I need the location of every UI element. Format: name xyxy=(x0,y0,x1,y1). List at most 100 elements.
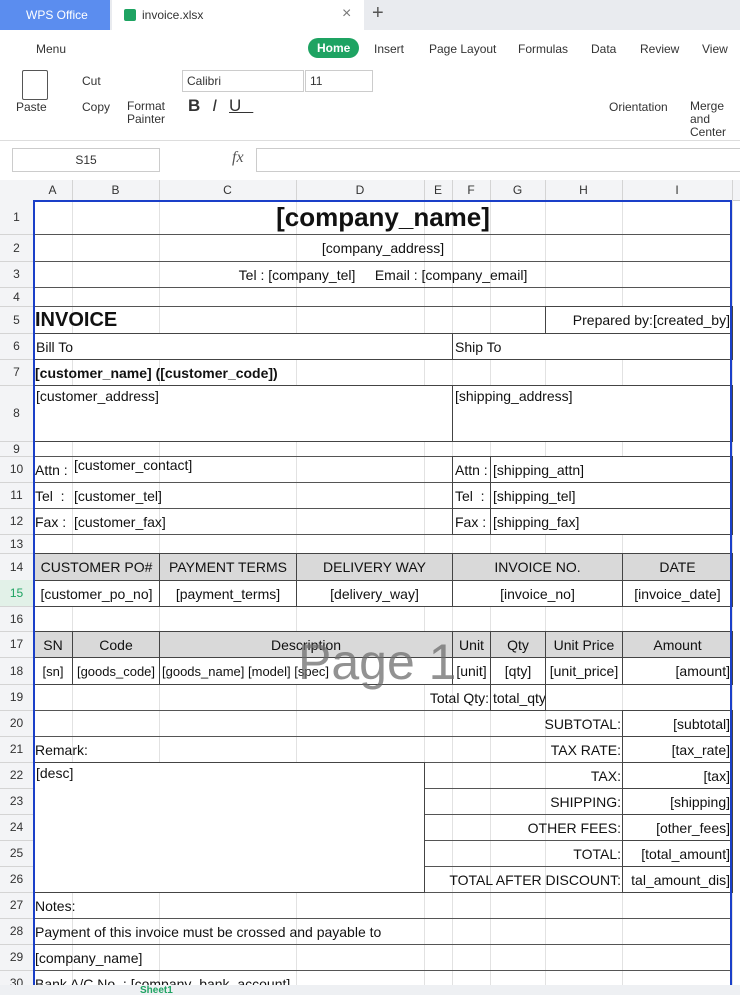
cell[interactable]: [customer_contact] xyxy=(74,457,193,473)
row-header[interactable]: 23 xyxy=(0,788,33,815)
row-header[interactable]: 26 xyxy=(0,866,33,893)
cell[interactable]: DATE xyxy=(622,553,733,581)
cell[interactable]: Total Qty: xyxy=(429,689,489,706)
column-header[interactable]: C xyxy=(159,180,297,200)
cell[interactable]: Code xyxy=(72,631,160,658)
menu-item[interactable]: Data xyxy=(591,42,617,56)
cell[interactable]: Description xyxy=(159,631,453,658)
cell[interactable]: [sn] xyxy=(33,657,73,685)
row-header[interactable]: 16 xyxy=(0,606,33,632)
cell[interactable]: [unit] xyxy=(452,657,491,685)
cell[interactable]: Tel : xyxy=(35,487,65,504)
font-box[interactable]: Calibri xyxy=(182,70,304,92)
row-header[interactable]: 9 xyxy=(0,441,33,457)
cell[interactable]: total_qty xyxy=(490,684,546,711)
cell[interactable]: Notes: xyxy=(35,897,76,914)
cell[interactable]: Ship To xyxy=(452,333,733,360)
cell[interactable]: [payment_terms] xyxy=(159,580,297,607)
cell[interactable]: Prepared by:[created_by] xyxy=(545,306,733,334)
sheet-tab[interactable]: Sheet1 xyxy=(140,985,173,995)
cell[interactable]: [shipping] xyxy=(622,788,733,815)
row-header[interactable]: 13 xyxy=(0,534,33,554)
row-header[interactable]: 14 xyxy=(0,553,33,581)
row-header[interactable]: 20 xyxy=(0,710,33,737)
row-header[interactable]: 7 xyxy=(0,359,33,386)
row-header[interactable]: 1 xyxy=(0,200,33,235)
cell[interactable]: Tel : [company_tel] Email : [company_ema… xyxy=(238,266,528,283)
cell[interactable]: [other_fees] xyxy=(622,814,733,841)
menu-item[interactable]: Home xyxy=(308,38,360,58)
cell[interactable]: OTHER FEES: xyxy=(527,819,621,836)
copy-button[interactable]: Copy xyxy=(82,100,111,114)
column-header[interactable]: A xyxy=(33,180,73,200)
cell[interactable]: [qty] xyxy=(490,657,546,685)
cell[interactable]: [customer_fax] xyxy=(74,513,166,530)
menu-item[interactable]: Page Layout xyxy=(429,42,497,56)
cell[interactable]: [customer_address] xyxy=(33,385,453,442)
cell[interactable]: [tax] xyxy=(622,762,733,789)
cell[interactable]: [goods_code] xyxy=(72,657,160,685)
cell[interactable]: Fax : xyxy=(452,508,491,535)
cell[interactable]: [customer_name] ([customer_code]) xyxy=(35,364,278,381)
row-header[interactable]: 6 xyxy=(0,333,33,360)
row-header[interactable]: 3 xyxy=(0,261,33,288)
cell[interactable]: Unit xyxy=(452,631,491,658)
format-painter[interactable]: Format Painter xyxy=(126,99,166,126)
row-header[interactable]: 11 xyxy=(0,482,33,509)
paste-button[interactable]: Paste xyxy=(16,100,47,114)
cell[interactable]: [invoice_date] xyxy=(622,580,733,607)
cell[interactable]: [customer_po_no] xyxy=(33,580,160,607)
row-header[interactable]: 30 xyxy=(0,970,33,985)
new-tab[interactable]: + xyxy=(372,2,384,24)
row-header[interactable]: 8 xyxy=(0,385,33,442)
column-header[interactable]: G xyxy=(490,180,546,200)
cell[interactable]: [tax_rate] xyxy=(622,736,733,763)
cell[interactable]: TOTAL: xyxy=(573,845,621,862)
cell[interactable]: [unit_price] xyxy=(545,657,623,685)
cell[interactable]: [company_name] xyxy=(35,949,143,966)
close-tab[interactable]: × xyxy=(342,5,352,22)
row-header[interactable]: 24 xyxy=(0,814,33,841)
cell[interactable]: [goods_name] [model] [spec] xyxy=(159,657,453,685)
column-header[interactable]: F xyxy=(452,180,491,200)
row-header[interactable]: 22 xyxy=(0,762,33,789)
row-header[interactable]: 10 xyxy=(0,456,33,483)
cell[interactable]: [shipping_address] xyxy=(452,385,733,442)
cell[interactable]: [delivery_way] xyxy=(296,580,453,607)
cell[interactable]: [shipping_tel] xyxy=(490,482,733,509)
cell[interactable]: INVOICE xyxy=(35,308,118,331)
menu-item[interactable]: Formulas xyxy=(518,42,569,56)
column-header[interactable]: E xyxy=(424,180,453,200)
row-header[interactable]: 29 xyxy=(0,944,33,971)
menu-item[interactable]: View xyxy=(702,42,728,56)
cell[interactable]: SHIPPING: xyxy=(550,793,621,810)
row-header[interactable]: 5 xyxy=(0,306,33,334)
cell[interactable]: Bill To xyxy=(33,333,453,360)
cell[interactable]: [desc] xyxy=(33,762,425,893)
row-header[interactable]: 28 xyxy=(0,918,33,945)
cut-button[interactable]: Cut xyxy=(82,74,101,88)
cell[interactable]: Fax : xyxy=(35,513,67,530)
cell[interactable]: [amount] xyxy=(622,657,733,685)
name-box[interactable]: S15 xyxy=(12,148,160,172)
cell[interactable]: [invoice_no] xyxy=(452,580,623,607)
cell[interactable]: Tel : xyxy=(452,482,491,509)
cell[interactable]: [company_address] xyxy=(321,240,445,256)
cell[interactable]: [company_name] xyxy=(276,202,490,232)
row-header[interactable]: 2 xyxy=(0,234,33,262)
menu-item[interactable]: Menu xyxy=(36,42,67,56)
cell[interactable]: Attn : xyxy=(35,461,68,478)
column-header[interactable]: I xyxy=(622,180,733,200)
row-header[interactable]: 4 xyxy=(0,287,33,307)
cell[interactable]: SUBTOTAL: xyxy=(544,715,621,732)
row-header[interactable]: 19 xyxy=(0,684,33,711)
cell[interactable]: [total_amount] xyxy=(622,840,733,867)
cell[interactable]: Qty xyxy=(490,631,546,658)
cell[interactable]: [shipping_attn] xyxy=(490,456,733,483)
row-header[interactable]: 21 xyxy=(0,736,33,763)
cell[interactable]: [customer_tel] xyxy=(74,487,162,504)
cell[interactable]: Unit Price xyxy=(545,631,623,658)
menu-item[interactable]: Insert xyxy=(374,42,405,56)
row-header[interactable]: 25 xyxy=(0,840,33,867)
size-box[interactable]: 11 xyxy=(305,70,373,92)
